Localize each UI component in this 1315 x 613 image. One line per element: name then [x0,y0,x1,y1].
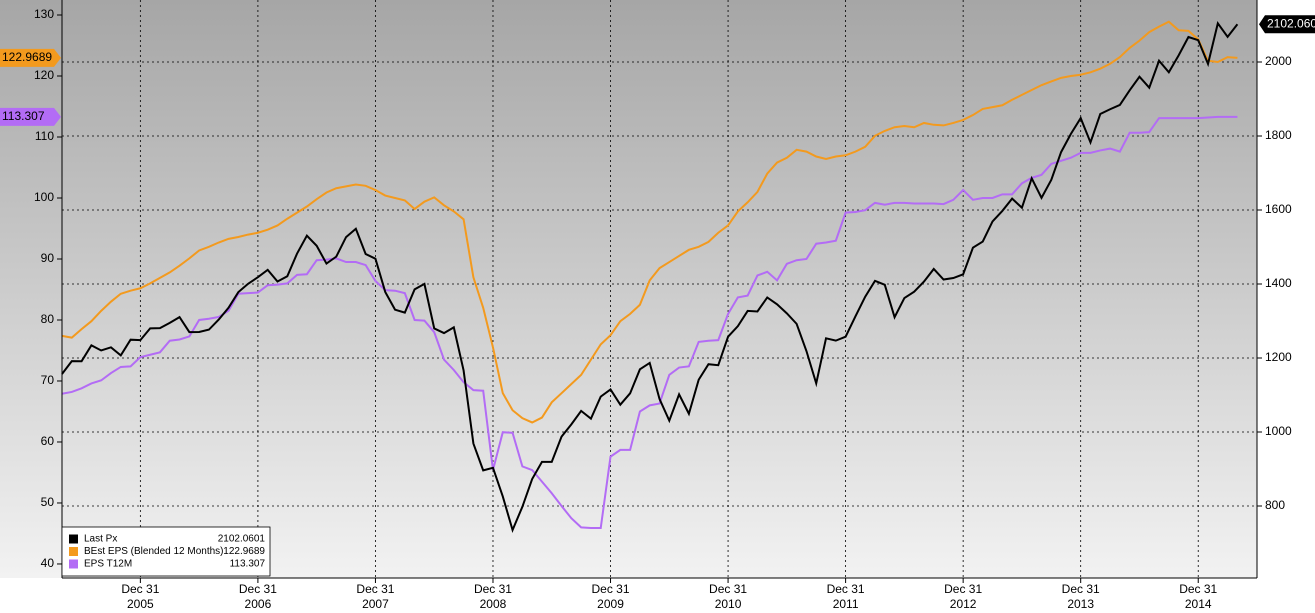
x-tick-year: 2010 [715,597,742,611]
x-tick-year: 2011 [833,597,859,611]
y-tick-label: 120 [34,68,54,82]
x-tick-year: 2005 [127,597,154,611]
x-tick-label: Dec 31 [1179,582,1217,596]
y2-tick-label: 1000 [1265,424,1292,438]
x-tick-label: Dec 31 [239,582,277,596]
legend-swatch [69,547,78,556]
value-tag [0,48,61,67]
y-tick-label: 110 [35,129,54,143]
x-tick-year: 2012 [950,597,977,611]
x-tick-year: 2014 [1185,597,1212,611]
y-tick-label: 80 [41,312,55,326]
x-tick-label: Dec 31 [592,582,630,596]
value-tag [1259,15,1315,34]
series-line [61,20,1238,424]
x-tick-year: 2006 [245,597,272,611]
x-tick-label: Dec 31 [944,582,982,596]
legend-value: 2102.0601 [218,534,266,545]
legend-box [61,526,271,577]
x-tick-year: 2008 [480,597,507,611]
x-tick-year: 2013 [1067,597,1094,611]
lines [61,20,1239,534]
x-tick-label: Dec 31 [474,582,512,596]
y2-tick-label: 2000 [1265,54,1292,68]
x-tick-label: Dec 31 [709,582,747,596]
value-tag-label: 113.307 [2,109,45,123]
x-tick-label: Dec 31 [827,582,865,596]
y-tick-label: 70 [41,373,55,387]
legend-label: EPS T12M [84,559,132,570]
y-tick-label: 40 [41,556,55,570]
grid [62,0,1257,578]
value-tag-label: 2102.0601 [1267,16,1315,30]
x-tick-label: Dec 31 [1062,582,1100,596]
value-tag [0,107,61,126]
legend-value: 122.9689 [223,546,265,557]
y-tick-label: 90 [41,251,55,265]
legend-label: BEst EPS (Blended 12 Months) [84,546,224,557]
y2-tick-label: 800 [1265,498,1285,512]
series-line [61,115,1238,529]
x-tick-label: Dec 31 [121,582,159,596]
x-tick-label: Dec 31 [356,582,394,596]
y2-tick-label: 1200 [1265,350,1292,364]
value-tag-label: 122.9689 [2,50,52,64]
series-line [61,21,1239,534]
legend-swatch [69,559,78,569]
y2-tick-label: 1600 [1265,202,1292,216]
y2-tick-label: 1400 [1265,276,1292,290]
y-tick-label: 130 [34,7,54,21]
legend-label: Last Px [84,534,117,545]
y2-tick-label: 1800 [1265,128,1292,142]
x-tick-year: 2007 [362,597,389,611]
legend-swatch [69,534,78,544]
plot-background [0,0,1257,578]
y-tick-label: 100 [34,190,54,204]
legend-value: 113.307 [230,559,266,570]
y-tick-label: 50 [41,495,55,509]
y-tick-label: 60 [41,434,55,448]
x-tick-year: 2009 [597,597,624,611]
